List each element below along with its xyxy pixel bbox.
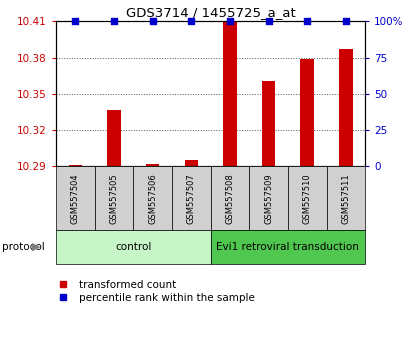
Bar bbox=[210, 166, 249, 230]
Point bbox=[149, 18, 156, 24]
Bar bbox=[223, 21, 237, 166]
Bar bbox=[339, 49, 353, 166]
Point bbox=[304, 18, 310, 24]
Text: GSM557510: GSM557510 bbox=[303, 173, 312, 224]
Bar bbox=[172, 166, 210, 230]
Text: GSM557511: GSM557511 bbox=[342, 173, 350, 224]
Point bbox=[188, 18, 195, 24]
Text: ▶: ▶ bbox=[32, 242, 41, 252]
Text: protocol: protocol bbox=[2, 242, 45, 252]
Bar bbox=[327, 166, 365, 230]
Text: GSM557504: GSM557504 bbox=[71, 173, 80, 224]
Text: control: control bbox=[115, 242, 151, 252]
Text: GSM557505: GSM557505 bbox=[110, 173, 119, 224]
Bar bbox=[56, 166, 95, 230]
Point bbox=[227, 18, 233, 24]
Bar bbox=[56, 230, 210, 264]
Point bbox=[265, 18, 272, 24]
Bar bbox=[249, 166, 288, 230]
Bar bbox=[107, 109, 121, 166]
Point bbox=[111, 18, 117, 24]
Bar bbox=[95, 166, 133, 230]
Text: GSM557507: GSM557507 bbox=[187, 173, 196, 224]
Bar bbox=[133, 166, 172, 230]
Bar bbox=[185, 160, 198, 166]
Text: GSM557509: GSM557509 bbox=[264, 173, 273, 224]
Bar bbox=[146, 164, 159, 166]
Bar bbox=[288, 166, 327, 230]
Text: GSM557506: GSM557506 bbox=[148, 173, 157, 224]
Text: GSM557508: GSM557508 bbox=[225, 173, 234, 224]
Point bbox=[72, 18, 79, 24]
Bar bbox=[68, 165, 82, 166]
Legend: transformed count, percentile rank within the sample: transformed count, percentile rank withi… bbox=[53, 280, 255, 303]
Text: Evi1 retroviral transduction: Evi1 retroviral transduction bbox=[217, 242, 359, 252]
Point bbox=[342, 18, 349, 24]
Bar bbox=[262, 80, 275, 166]
Bar bbox=[300, 59, 314, 166]
Title: GDS3714 / 1455725_a_at: GDS3714 / 1455725_a_at bbox=[126, 6, 295, 19]
Bar bbox=[210, 230, 365, 264]
